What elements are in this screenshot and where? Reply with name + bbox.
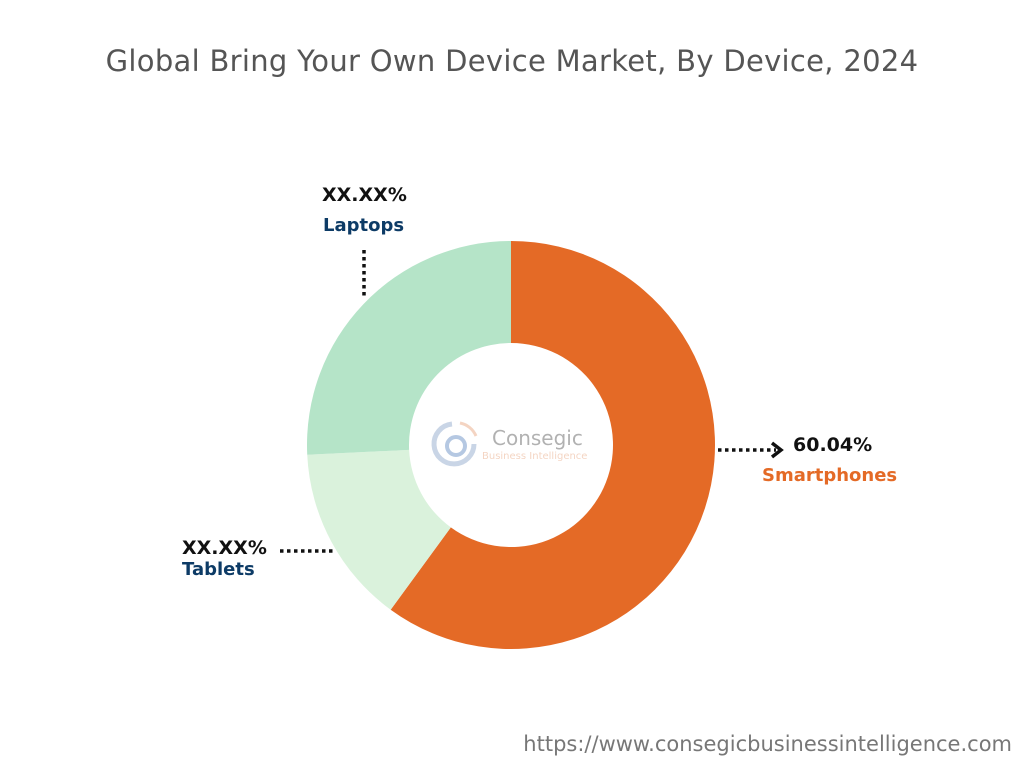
slice-tablets	[307, 449, 451, 610]
laptops-label: Laptops	[323, 215, 405, 236]
laptops-value: XX.XX%	[322, 184, 407, 206]
arrow-icon	[770, 441, 784, 459]
smartphones-label: Smartphones	[762, 465, 898, 486]
chart-title: Global Bring Your Own Device Market, By …	[105, 44, 919, 78]
consegic-logo: Consegic Business Intelligence	[430, 418, 600, 468]
smartphones-value: 60.04%	[793, 434, 873, 456]
slice-smartphones	[390, 241, 715, 650]
logo-name: Consegic	[492, 426, 583, 450]
slice-laptops	[306, 241, 511, 455]
source-url: https://www.consegicbusinessintelligence…	[523, 732, 1012, 756]
tablets-label: Tablets	[182, 559, 255, 580]
logo-tagline: Business Intelligence	[482, 451, 588, 462]
tablets-value: XX.XX%	[182, 537, 267, 559]
logo-icon	[431, 421, 478, 467]
